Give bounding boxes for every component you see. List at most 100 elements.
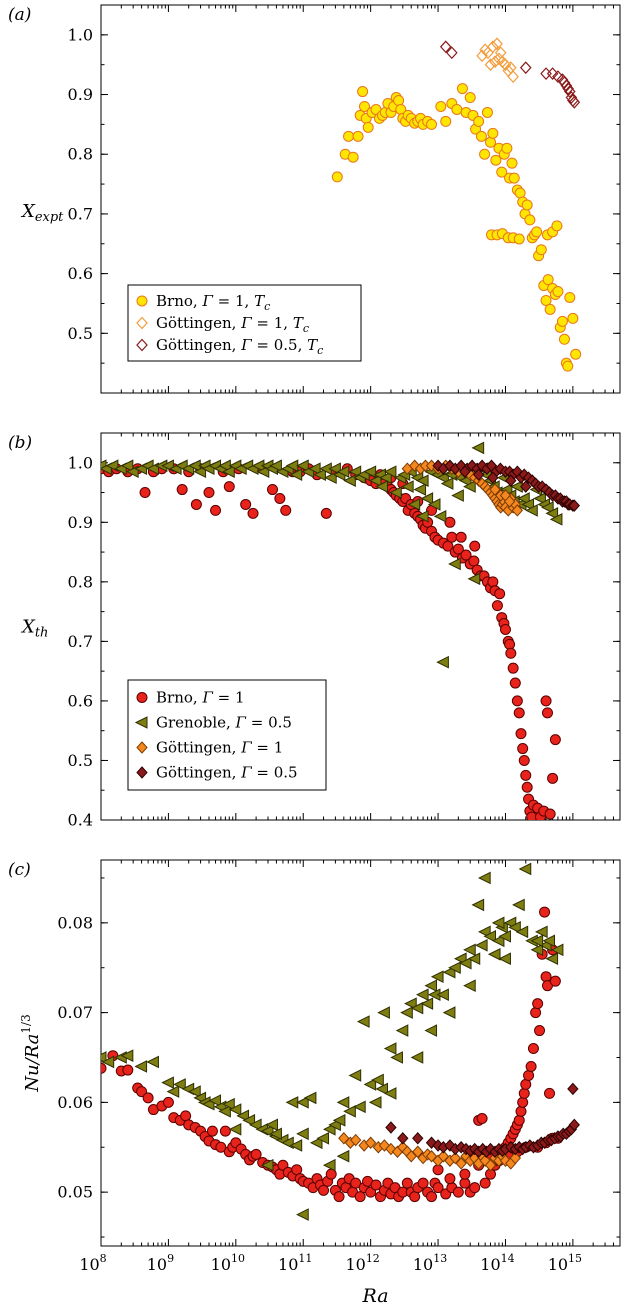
data-point — [487, 471, 499, 484]
data-point — [333, 1191, 345, 1203]
data-point — [498, 929, 511, 943]
data-point — [236, 1109, 250, 1123]
data-point — [101, 1051, 107, 1064]
panel-a: 0.5 0.6 0.7 0.8 0.9 1.0 (a) Xexpt Brno, Γ = 1, T… — [8, 4, 621, 394]
legend-marker — [136, 295, 148, 307]
data-point — [487, 40, 499, 54]
data-point — [567, 312, 579, 324]
data-point — [136, 1086, 148, 1098]
data-point — [570, 348, 582, 360]
x-tick-label: 1011 — [278, 1252, 312, 1274]
data-point — [385, 1121, 397, 1134]
data-point — [426, 1191, 438, 1203]
data-point — [134, 1060, 148, 1073]
data-point — [476, 1113, 488, 1125]
x-tick-label: 109 — [147, 1252, 174, 1274]
data-point — [436, 988, 449, 1001]
x-tick-label: 108 — [79, 1252, 106, 1274]
data-point — [424, 1024, 438, 1037]
data-point — [527, 1043, 539, 1055]
data-point — [162, 1096, 174, 1108]
data-point — [541, 501, 554, 514]
data-point — [562, 82, 574, 95]
data-point — [534, 1025, 546, 1037]
data-point — [535, 925, 548, 939]
data-point — [518, 862, 532, 876]
data-point — [348, 1069, 362, 1082]
data-point — [410, 1001, 424, 1015]
data-point — [389, 486, 402, 499]
y-tick-label: 0.6 — [68, 691, 93, 710]
data-point — [269, 459, 282, 473]
data-point — [442, 1006, 456, 1019]
x-tick-label: 1014 — [480, 1252, 514, 1274]
data-point — [521, 199, 533, 211]
data-point — [509, 1151, 521, 1165]
data-point — [525, 504, 538, 517]
data-point — [269, 1127, 282, 1141]
legend-label: Göttingen, Γ = 1, Tc — [156, 314, 309, 335]
data-point — [296, 1096, 309, 1109]
data-point — [544, 1087, 556, 1099]
data-point — [206, 1125, 218, 1137]
data-point — [289, 468, 303, 481]
data-point — [545, 952, 559, 966]
series-3 — [432, 459, 580, 512]
data-point — [487, 947, 501, 961]
legend: Brno, Γ = 1 Grenoble, Γ = 0.5 Göttingen, Γ… — [127, 679, 327, 791]
data-point — [343, 474, 356, 487]
data-point — [499, 623, 511, 635]
data-point — [558, 76, 571, 89]
data-point — [491, 600, 503, 612]
data-point — [568, 95, 581, 109]
data-point — [260, 1158, 274, 1172]
data-point — [336, 1149, 350, 1163]
data-point — [544, 303, 556, 315]
data-point — [520, 1078, 532, 1090]
data-point — [436, 655, 449, 669]
data-point — [487, 576, 499, 588]
data-point — [353, 1100, 366, 1114]
data-point — [515, 1105, 527, 1117]
data-point — [433, 510, 447, 523]
panel-label: (b) — [8, 433, 32, 453]
data-point — [491, 916, 505, 930]
data-point — [489, 483, 501, 496]
y-tick-label: 0.05 — [57, 1183, 93, 1202]
y-tick-label: 0.06 — [57, 1093, 93, 1112]
data-point — [371, 1073, 384, 1087]
data-point — [280, 504, 292, 516]
data-point — [530, 943, 544, 957]
data-point — [446, 531, 458, 543]
series-1 — [101, 441, 563, 669]
data-point — [397, 1132, 409, 1145]
data-point — [222, 1097, 235, 1111]
data-point — [475, 130, 487, 142]
data-point — [544, 808, 556, 820]
data-point — [390, 1051, 403, 1064]
data-point — [479, 1177, 491, 1189]
data-point — [412, 1145, 424, 1158]
data-point — [463, 480, 476, 493]
data-point — [415, 988, 429, 1001]
data-point — [354, 1191, 366, 1203]
data-point — [303, 1091, 317, 1105]
data-point — [448, 961, 461, 975]
data-point — [511, 695, 523, 707]
data-point — [535, 244, 547, 256]
data-point — [412, 1132, 424, 1145]
legend-marker — [134, 716, 148, 729]
data-point — [343, 130, 355, 142]
panel-b: 0.4 0.5 0.6 0.7 0.8 0.9 1.0 (b) Xth Brno, Γ = 1 Gr… — [8, 432, 621, 830]
data-point — [540, 67, 552, 81]
data-point — [494, 588, 506, 600]
legend-label: Brno, Γ = 1 — [156, 689, 245, 707]
data-point — [546, 67, 559, 81]
legend-label: Brno, Γ = 1, Tc — [156, 292, 270, 313]
data-point — [350, 1177, 362, 1189]
data-point — [568, 1118, 580, 1132]
data-point — [525, 1060, 537, 1072]
data-point — [364, 1136, 377, 1150]
data-point — [250, 1148, 262, 1160]
y-tick-label: 0.4 — [68, 811, 93, 830]
